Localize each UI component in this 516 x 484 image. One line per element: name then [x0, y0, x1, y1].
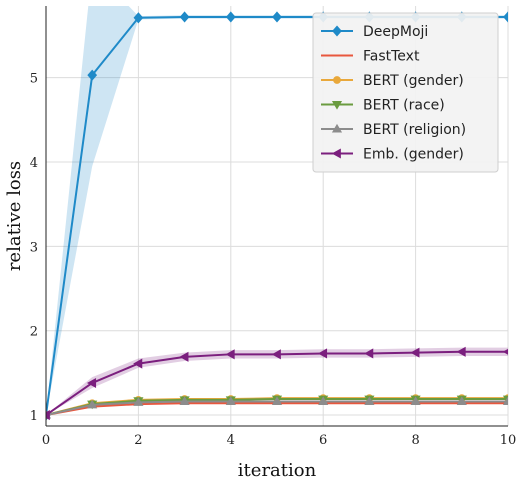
x-tick-label: 6: [319, 433, 327, 448]
legend-entry-deepmoji: DeepMoji: [321, 24, 428, 40]
data-point: [333, 76, 341, 84]
data-point: [133, 397, 144, 406]
data-point: [179, 351, 189, 362]
data-point: [225, 396, 236, 405]
confidence-bands: [46, 6, 508, 416]
fasttext-line: [46, 402, 508, 417]
data-point: [86, 377, 97, 389]
x-tick-label: 2: [134, 433, 142, 448]
axes: [45, 6, 508, 427]
legend-entry-bert-race: BERT (race): [321, 98, 445, 114]
fasttext-series: [46, 402, 508, 417]
data-point: [503, 11, 508, 23]
data-point: [179, 396, 190, 405]
deepmoji-band: [46, 6, 508, 416]
y-tick-label: 3: [30, 240, 38, 255]
data-point: [271, 349, 281, 360]
legend-entry-bert-gender: BERT (gender): [321, 73, 464, 89]
data-point: [410, 396, 421, 405]
data-point: [456, 346, 466, 357]
legend-entry-bert-religion: BERT (religion): [321, 122, 466, 138]
data-point: [225, 11, 236, 23]
legend-label: BERT (gender): [363, 73, 464, 89]
data-point: [317, 348, 328, 359]
data-point: [502, 396, 508, 405]
x-axis-label: iteration: [238, 460, 317, 481]
data-point: [225, 349, 235, 360]
data-point: [46, 409, 50, 421]
data-point: [271, 396, 283, 405]
x-tick-label: 8: [411, 433, 419, 448]
data-point: [87, 399, 98, 409]
x-tick-label: 0: [42, 433, 50, 448]
legend-label: BERT (race): [363, 98, 445, 114]
data-point: [331, 101, 343, 110]
data-point: [364, 396, 375, 405]
data-point: [133, 12, 144, 24]
legend-label: BERT (religion): [363, 122, 466, 138]
data-point: [364, 348, 374, 359]
y-axis-label: relative loss: [4, 161, 25, 271]
x-tick-label: 10: [500, 433, 516, 448]
x-tick-label: 4: [227, 433, 235, 448]
legend-label: Emb. (gender): [363, 147, 464, 163]
emb-gender-series: [46, 346, 508, 421]
data-point: [456, 396, 467, 405]
legend: DeepMoji FastText BERT (gender) BERT (race)…: [312, 12, 499, 173]
emb-gender-band: [46, 347, 508, 416]
y-tick-label: 1: [30, 409, 38, 424]
y-tick-label: 4: [30, 156, 38, 171]
legend-label: FastText: [363, 49, 420, 65]
legend-box: [312, 12, 499, 173]
data-point: [87, 69, 98, 81]
bert-religion-series: [46, 396, 508, 419]
y-tick-label: 2: [30, 325, 38, 340]
data-point: [272, 11, 282, 23]
data-point: [332, 25, 342, 37]
data-point: [179, 11, 190, 23]
data-point: [331, 123, 343, 133]
data-point: [318, 396, 329, 405]
y-tick-label: 5: [30, 72, 38, 87]
legend-label: DeepMoji: [363, 24, 428, 40]
data-point: [331, 148, 341, 159]
legend-entry-emb-gender: Emb. (gender): [321, 147, 464, 163]
data-point: [502, 348, 508, 355]
data-point: [410, 347, 420, 358]
data-point: [133, 358, 143, 369]
legend-entry-fasttext: FastText: [321, 49, 420, 65]
